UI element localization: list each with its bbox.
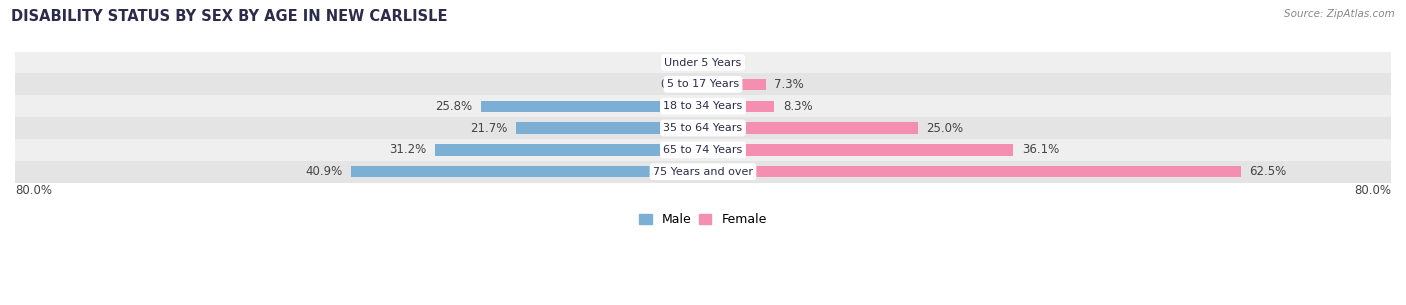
Text: 31.2%: 31.2% [389,143,426,156]
Text: DISABILITY STATUS BY SEX BY AGE IN NEW CARLISLE: DISABILITY STATUS BY SEX BY AGE IN NEW C… [11,9,447,24]
Text: 0.0%: 0.0% [661,56,690,69]
Bar [481,101,703,112]
Bar [15,161,1391,183]
Bar [15,52,1391,74]
Bar [703,57,706,68]
Text: 65 to 74 Years: 65 to 74 Years [664,145,742,155]
Text: 25.8%: 25.8% [436,100,472,113]
Text: 40.9%: 40.9% [305,165,343,178]
Bar [15,74,1391,95]
Bar [15,95,1391,117]
Text: 7.3%: 7.3% [775,78,804,91]
Text: 36.1%: 36.1% [1022,143,1059,156]
Bar [703,144,1014,156]
Text: 62.5%: 62.5% [1249,165,1286,178]
Text: 0.0%: 0.0% [661,78,690,91]
Text: 80.0%: 80.0% [15,184,52,197]
Text: Source: ZipAtlas.com: Source: ZipAtlas.com [1284,9,1395,19]
Text: Under 5 Years: Under 5 Years [665,58,741,67]
Bar [434,144,703,156]
Legend: Male, Female: Male, Female [640,213,766,226]
Text: 25.0%: 25.0% [927,121,963,135]
Bar [15,139,1391,161]
Text: 75 Years and over: 75 Years and over [652,167,754,177]
Text: 80.0%: 80.0% [1354,184,1391,197]
Bar [700,57,703,68]
Bar [703,101,775,112]
Bar [352,166,703,178]
Bar [15,117,1391,139]
Text: 0.0%: 0.0% [716,56,745,69]
Bar [703,166,1240,178]
Text: 21.7%: 21.7% [471,121,508,135]
Bar [703,79,766,90]
Text: 35 to 64 Years: 35 to 64 Years [664,123,742,133]
Text: 5 to 17 Years: 5 to 17 Years [666,79,740,89]
Text: 8.3%: 8.3% [783,100,813,113]
Bar [703,122,918,134]
Bar [516,122,703,134]
Bar [700,79,703,90]
Text: 18 to 34 Years: 18 to 34 Years [664,101,742,111]
